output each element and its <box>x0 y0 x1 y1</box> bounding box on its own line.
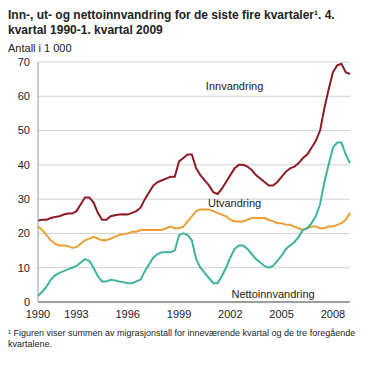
svg-text:Nettoinnvandring: Nettoinnvandring <box>231 288 314 300</box>
svg-text:Utvandring: Utvandring <box>208 197 261 209</box>
svg-text:30: 30 <box>18 193 30 205</box>
svg-text:1996: 1996 <box>116 308 140 320</box>
svg-text:60: 60 <box>18 90 30 102</box>
html-text:¹ Figuren viser summen av migr: ¹ Figuren viser summen av migrasjonstall… <box>8 328 356 349</box>
svg-text:1999: 1999 <box>167 308 191 320</box>
svg-text:2008: 2008 <box>321 308 345 320</box>
svg-text:0: 0 <box>24 296 30 308</box>
svg-text:40: 40 <box>18 159 30 171</box>
svg-text:1990: 1990 <box>26 308 50 320</box>
svg-text:10: 10 <box>18 262 30 274</box>
svg-text:Innvandring: Innvandring <box>206 80 264 92</box>
svg-text:70: 70 <box>18 56 30 68</box>
html-text:Inn-, ut- og nettoinnvandring: Inn-, ut- og nettoinnvandring for de sis… <box>8 8 335 37</box>
html-text:Antall i 1 000: Antall i 1 000 <box>8 42 72 54</box>
svg-text:1993: 1993 <box>64 308 88 320</box>
svg-text:50: 50 <box>18 124 30 136</box>
svg-text:2005: 2005 <box>269 308 293 320</box>
svg-text:2002: 2002 <box>218 308 242 320</box>
svg-text:20: 20 <box>18 227 30 239</box>
